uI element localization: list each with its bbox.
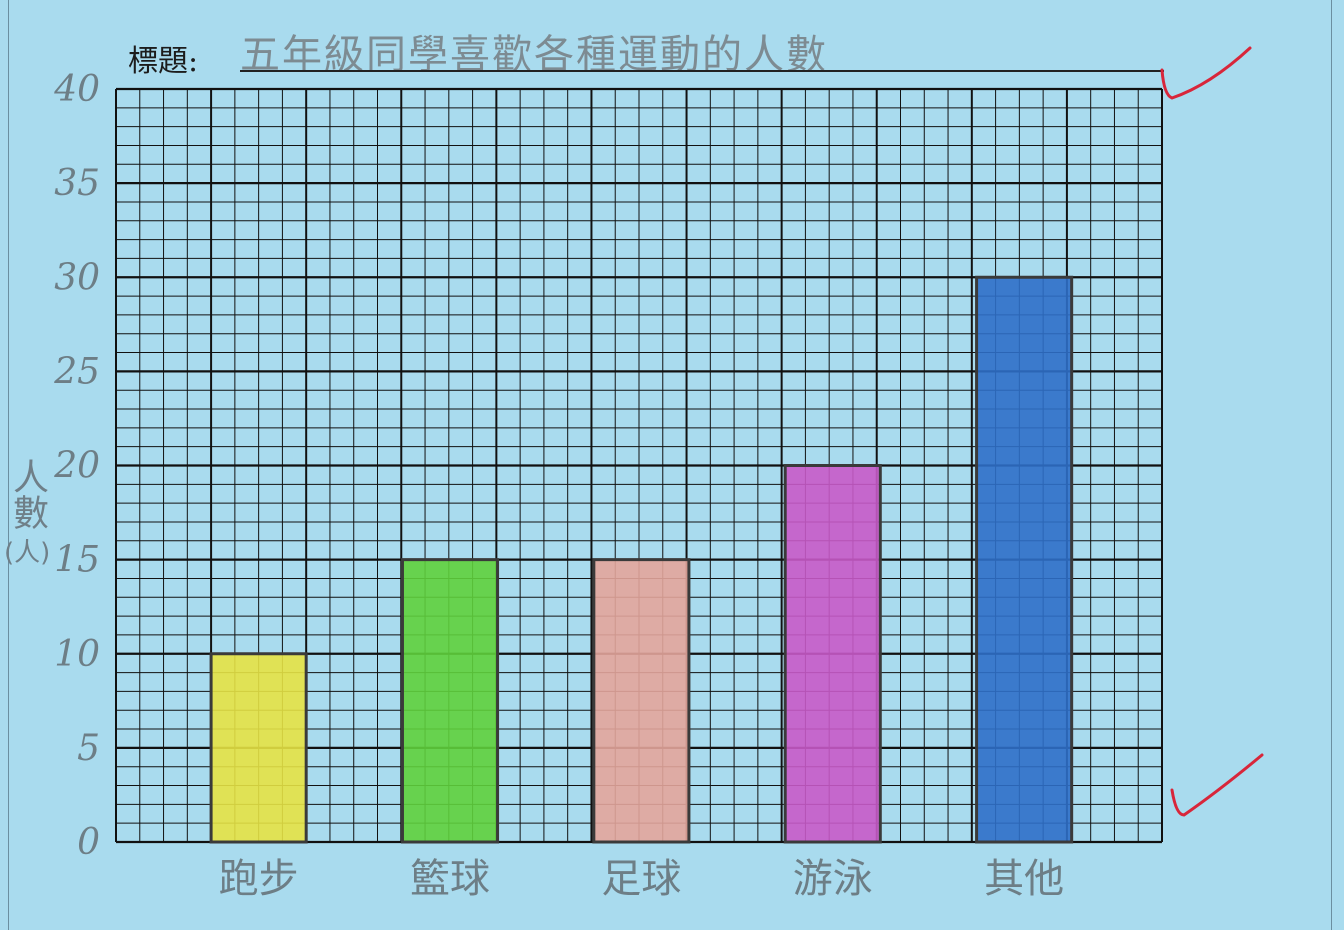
y-tick-label: 10	[54, 634, 100, 675]
bar-3	[592, 558, 691, 844]
check-mark-bottom	[1170, 753, 1264, 817]
y-axis-label: 人數 (人)	[4, 458, 50, 576]
y-tick-label: 35	[54, 163, 100, 204]
x-category-label: 足球	[601, 856, 681, 902]
x-category-label: 跑步	[219, 856, 299, 902]
x-category-label: 籃球	[410, 856, 490, 902]
y-tick-label: 20	[53, 446, 100, 487]
y-axis-unit: (人)	[4, 538, 51, 568]
paper-border	[8, 0, 1332, 930]
check-mark-top	[1160, 46, 1252, 100]
y-tick-label: 40	[53, 69, 100, 110]
bar-4	[783, 464, 882, 844]
bar-2	[400, 558, 500, 844]
x-category-label: 其他	[984, 856, 1064, 902]
x-category-label: 游泳	[793, 856, 873, 902]
y-tick-label: 0	[77, 822, 100, 863]
y-tick-label: 30	[54, 257, 100, 298]
bar-1	[209, 652, 308, 844]
y-tick-label: 5	[77, 728, 100, 769]
title-prefix: 標題:	[128, 44, 199, 79]
y-axis-title: 人數	[7, 458, 48, 530]
bar-5	[975, 275, 1074, 844]
title-underline	[240, 70, 1164, 72]
y-tick-label: 25	[53, 351, 100, 392]
y-tick-label: 15	[54, 540, 100, 581]
